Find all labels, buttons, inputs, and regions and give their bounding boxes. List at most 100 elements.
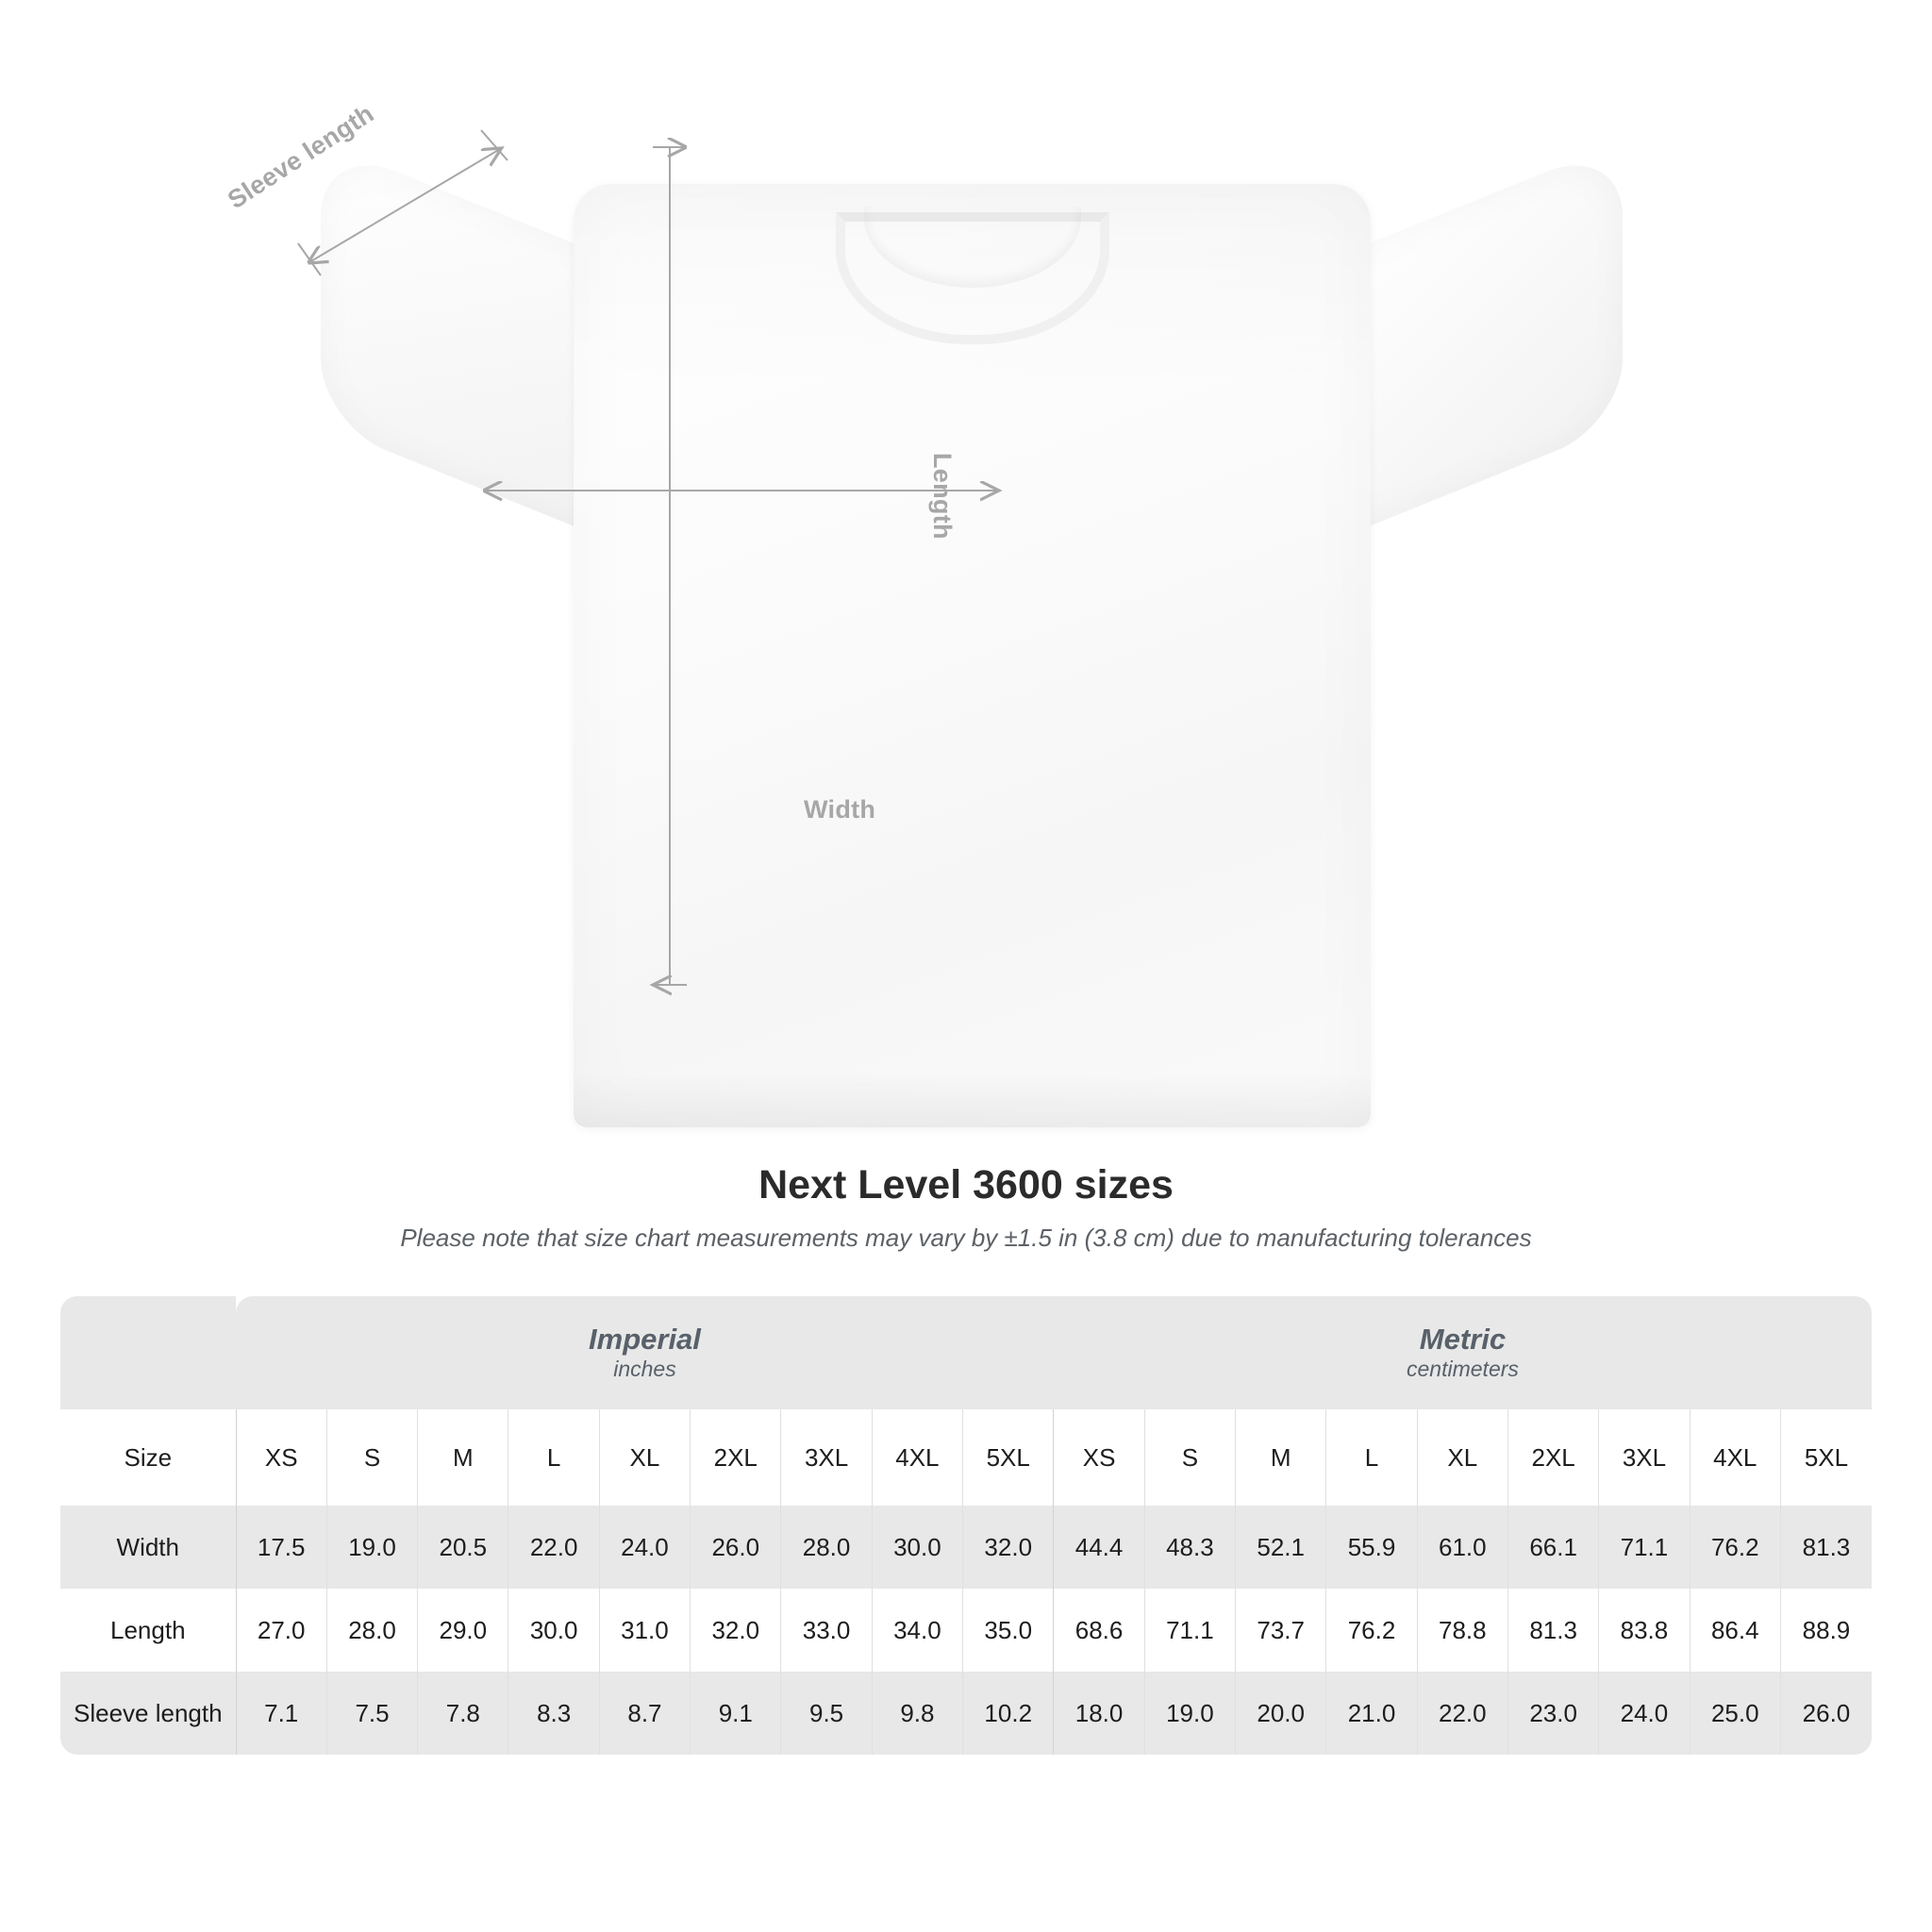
cell-width-imperial: 22.0 [508,1506,600,1589]
cell-width-metric: 55.9 [1325,1506,1418,1589]
size-table-container: Imperial inches Metric centimeters Size … [60,1296,1872,1755]
cell-length-imperial: 31.0 [598,1589,691,1672]
tshirt-body [574,184,1371,1127]
cell-width-metric: 48.3 [1143,1506,1236,1589]
size-header-cell: L [1325,1409,1418,1506]
cell-width-imperial: 26.0 [690,1506,781,1589]
size-header-label: Size [60,1409,237,1506]
cell-width-imperial: 24.0 [598,1506,691,1589]
size-header-cell: 5XL [1779,1409,1872,1506]
cell-sleeve-metric: 22.0 [1416,1672,1508,1755]
width-measure: Width [479,476,1003,824]
size-header-cell: XL [598,1409,691,1506]
garment-diagram: Sleeve length L [223,99,1623,1132]
cell-length-metric: 71.1 [1143,1589,1236,1672]
cell-length-imperial: 28.0 [325,1589,418,1672]
cell-sleeve-metric: 25.0 [1689,1672,1781,1755]
size-header-cell: 4XL [871,1409,963,1506]
unit-group-metric-name: Metric [1419,1322,1507,1356]
size-header-cell: XS [1053,1409,1145,1506]
size-header-cell: S [325,1409,418,1506]
cell-length-metric: 88.9 [1779,1589,1872,1672]
cell-sleeve-imperial: 8.7 [598,1672,691,1755]
cell-sleeve-imperial: 9.5 [780,1672,873,1755]
cell-width-metric: 71.1 [1598,1506,1690,1589]
sleeve-length-measure: Sleeve length [223,99,526,276]
cell-width-imperial: 28.0 [780,1506,873,1589]
cell-length-metric: 83.8 [1598,1589,1690,1672]
cell-sleeve-metric: 21.0 [1325,1672,1418,1755]
cell-sleeve-metric: 24.0 [1598,1672,1690,1755]
size-table: Imperial inches Metric centimeters Size … [60,1296,1872,1755]
cell-width-metric: 61.0 [1416,1506,1508,1589]
cell-width-metric: 44.4 [1053,1506,1145,1589]
unit-group-metric: Metric centimeters [1053,1296,1872,1409]
sleeve-length-arrow-icon [297,129,508,276]
size-header-row: Size XS S M L XL 2XL 3XL 4XL 5XL XS S M … [60,1409,1872,1506]
cell-sleeve-imperial: 7.1 [235,1672,327,1755]
cell-length-metric: 81.3 [1507,1589,1599,1672]
cell-length-imperial: 35.0 [962,1589,1054,1672]
cell-sleeve-metric: 26.0 [1779,1672,1872,1755]
table-row: Sleeve length 7.1 7.5 7.8 8.3 8.7 9.1 9.… [60,1672,1872,1755]
cell-width-metric: 81.3 [1779,1506,1872,1589]
cell-width-metric: 76.2 [1689,1506,1781,1589]
cell-length-imperial: 30.0 [508,1589,600,1672]
unit-group-imperial: Imperial inches [236,1296,1054,1409]
size-header-cell: M [1235,1409,1326,1506]
cell-sleeve-metric: 23.0 [1507,1672,1599,1755]
cell-width-imperial: 17.5 [235,1506,327,1589]
size-header-cell: L [508,1409,600,1506]
cell-width-imperial: 30.0 [871,1506,963,1589]
cell-length-metric: 86.4 [1689,1589,1781,1672]
cell-length-imperial: 32.0 [690,1589,781,1672]
size-header-cell: 3XL [780,1409,873,1506]
size-header-cell: M [417,1409,508,1506]
cell-sleeve-imperial: 9.1 [690,1672,781,1755]
tolerance-note: Please note that size chart measurements… [400,1224,1532,1252]
size-header-cell: S [1143,1409,1236,1506]
width-arrow-icon [479,476,1003,505]
cell-length-imperial: 33.0 [780,1589,873,1672]
size-header-cell: 4XL [1689,1409,1781,1506]
table-row: Length 27.0 28.0 29.0 30.0 31.0 32.0 33.… [60,1589,1872,1672]
row-label-length: Length [60,1589,237,1672]
cell-width-imperial: 19.0 [325,1506,418,1589]
size-header-cell: 2XL [1507,1409,1599,1506]
row-label-sleeve-length: Sleeve length [60,1672,237,1755]
length-arrow-icon [651,142,687,991]
size-header-cell: 2XL [690,1409,781,1506]
cell-sleeve-metric: 20.0 [1235,1672,1326,1755]
cell-length-metric: 73.7 [1235,1589,1326,1672]
cell-length-metric: 68.6 [1053,1589,1145,1672]
table-row: Width 17.5 19.0 20.5 22.0 24.0 26.0 28.0… [60,1506,1872,1589]
unit-group-imperial-name: Imperial [589,1322,701,1356]
unit-group-metric-unit: centimeters [1407,1357,1519,1382]
cell-sleeve-imperial: 8.3 [508,1672,600,1755]
cell-length-imperial: 29.0 [417,1589,508,1672]
cell-length-metric: 78.8 [1416,1589,1508,1672]
unit-system-header-row: Imperial inches Metric centimeters [60,1296,1872,1409]
size-header-cell: XL [1416,1409,1508,1506]
cell-sleeve-metric: 19.0 [1143,1672,1236,1755]
size-header-cell: XS [235,1409,327,1506]
unit-header-spacer [60,1296,237,1409]
unit-group-imperial-unit: inches [613,1357,676,1382]
page-title: Next Level 3600 sizes [758,1162,1174,1208]
size-header-cell: 5XL [962,1409,1054,1506]
cell-length-metric: 76.2 [1325,1589,1418,1672]
row-label-width: Width [60,1506,237,1589]
length-measure: Length [651,142,957,991]
cell-sleeve-imperial: 10.2 [962,1672,1054,1755]
tshirt-illustration: Sleeve length L [223,99,1623,1132]
cell-length-imperial: 27.0 [235,1589,327,1672]
cell-sleeve-imperial: 9.8 [871,1672,963,1755]
cell-width-metric: 52.1 [1235,1506,1326,1589]
cell-sleeve-imperial: 7.8 [417,1672,508,1755]
cell-sleeve-imperial: 7.5 [325,1672,418,1755]
cell-width-imperial: 32.0 [962,1506,1054,1589]
cell-width-metric: 66.1 [1507,1506,1599,1589]
width-label: Width [804,795,876,824]
cell-sleeve-metric: 18.0 [1053,1672,1145,1755]
